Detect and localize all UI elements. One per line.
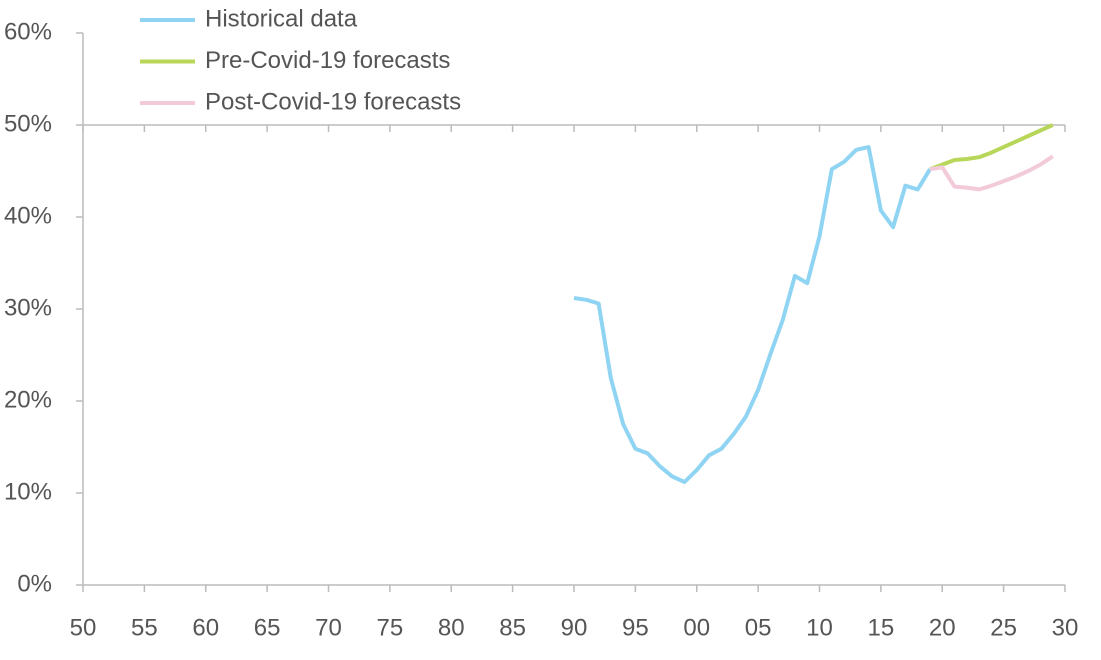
x-tick-label: 50 — [70, 614, 97, 641]
x-tick-label: 30 — [1052, 614, 1079, 641]
legend-label: Historical data — [205, 5, 358, 32]
x-tick-label: 75 — [377, 614, 404, 641]
data-line — [929, 154, 1054, 192]
x-tick-label: 65 — [254, 614, 281, 641]
legend-label: Pre-Covid-19 forecasts — [205, 47, 450, 74]
y-tick-label: 20% — [4, 386, 52, 413]
x-tick-label: 55 — [131, 614, 158, 641]
y-tick-label: 50% — [4, 110, 52, 137]
y-tick-label: 60% — [4, 18, 52, 45]
y-tick-label: 30% — [4, 294, 52, 321]
x-tick-label: 60 — [192, 614, 219, 641]
legend-label: Post-Covid-19 forecasts — [205, 88, 461, 115]
x-tick-label: 85 — [499, 614, 526, 641]
y-tick-label: 40% — [4, 202, 52, 229]
x-tick-label: 70 — [315, 614, 342, 641]
x-tick-label: 20 — [929, 614, 956, 641]
data-line — [573, 145, 932, 484]
x-tick-label: 15 — [868, 614, 895, 641]
x-tick-label: 05 — [745, 614, 772, 641]
x-tick-label: 10 — [806, 614, 833, 641]
x-tick-label: 80 — [438, 614, 465, 641]
y-tick-label: 10% — [4, 478, 52, 505]
data-line — [929, 123, 1054, 172]
x-tick-label: 25 — [990, 614, 1017, 641]
x-tick-label: 90 — [561, 614, 588, 641]
x-tick-label: 95 — [622, 614, 649, 641]
x-tick-label: 00 — [683, 614, 710, 641]
y-tick-label: 0% — [17, 570, 52, 597]
